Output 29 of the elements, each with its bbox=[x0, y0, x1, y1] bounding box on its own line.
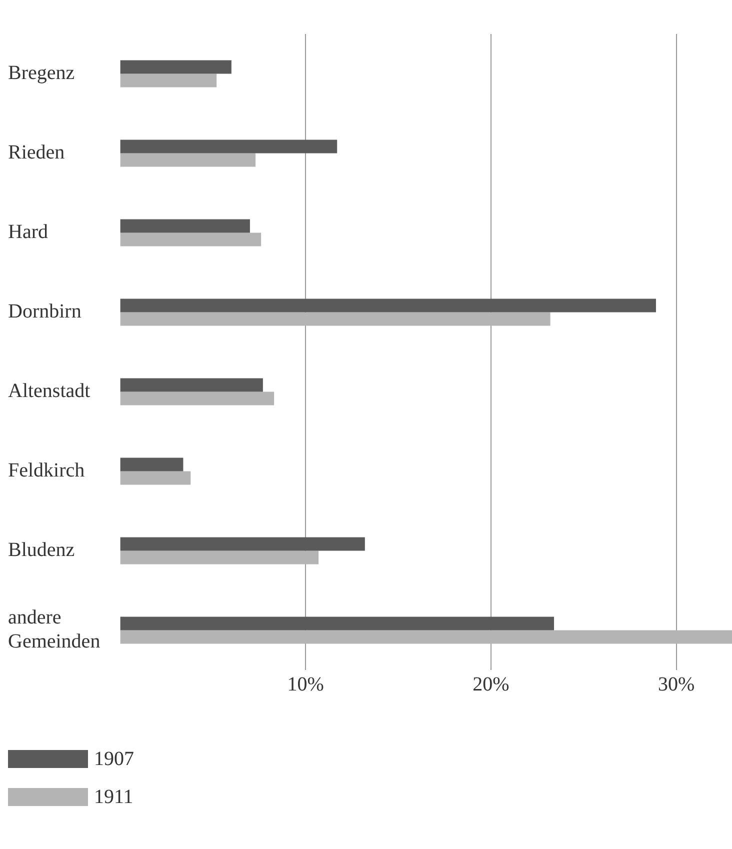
bar bbox=[120, 232, 262, 246]
bar bbox=[120, 458, 184, 472]
y-tick-label: Altenstadt bbox=[8, 380, 91, 402]
bar bbox=[120, 392, 274, 406]
bar bbox=[120, 219, 250, 233]
bar bbox=[120, 471, 191, 485]
bar bbox=[120, 616, 554, 630]
bar bbox=[120, 153, 256, 167]
legend-label: 1907 bbox=[93, 746, 134, 772]
x-tick-label: 10% bbox=[287, 673, 324, 696]
y-tick-label: Hard bbox=[8, 221, 48, 243]
x-tick-label: 20% bbox=[472, 673, 510, 696]
y-tick-label: Bregenz bbox=[8, 62, 75, 84]
bar bbox=[120, 60, 232, 74]
bar bbox=[120, 312, 550, 326]
bar bbox=[120, 140, 338, 154]
y-tick-label: Feldkirch bbox=[8, 460, 85, 482]
bar bbox=[120, 298, 656, 312]
legend-label: 1911 bbox=[93, 784, 134, 810]
bar bbox=[120, 630, 732, 644]
y-tick-label: Rieden bbox=[8, 142, 65, 164]
bar bbox=[120, 74, 217, 88]
y-tick-label: Dornbirn bbox=[8, 300, 82, 322]
y-tick-label: Bludenz bbox=[8, 539, 75, 561]
bar bbox=[120, 378, 263, 392]
bar bbox=[120, 550, 319, 564]
y-tick-label: andere Gemeinden bbox=[8, 606, 100, 652]
x-tick-label: 30% bbox=[658, 673, 695, 696]
bar bbox=[120, 537, 365, 551]
